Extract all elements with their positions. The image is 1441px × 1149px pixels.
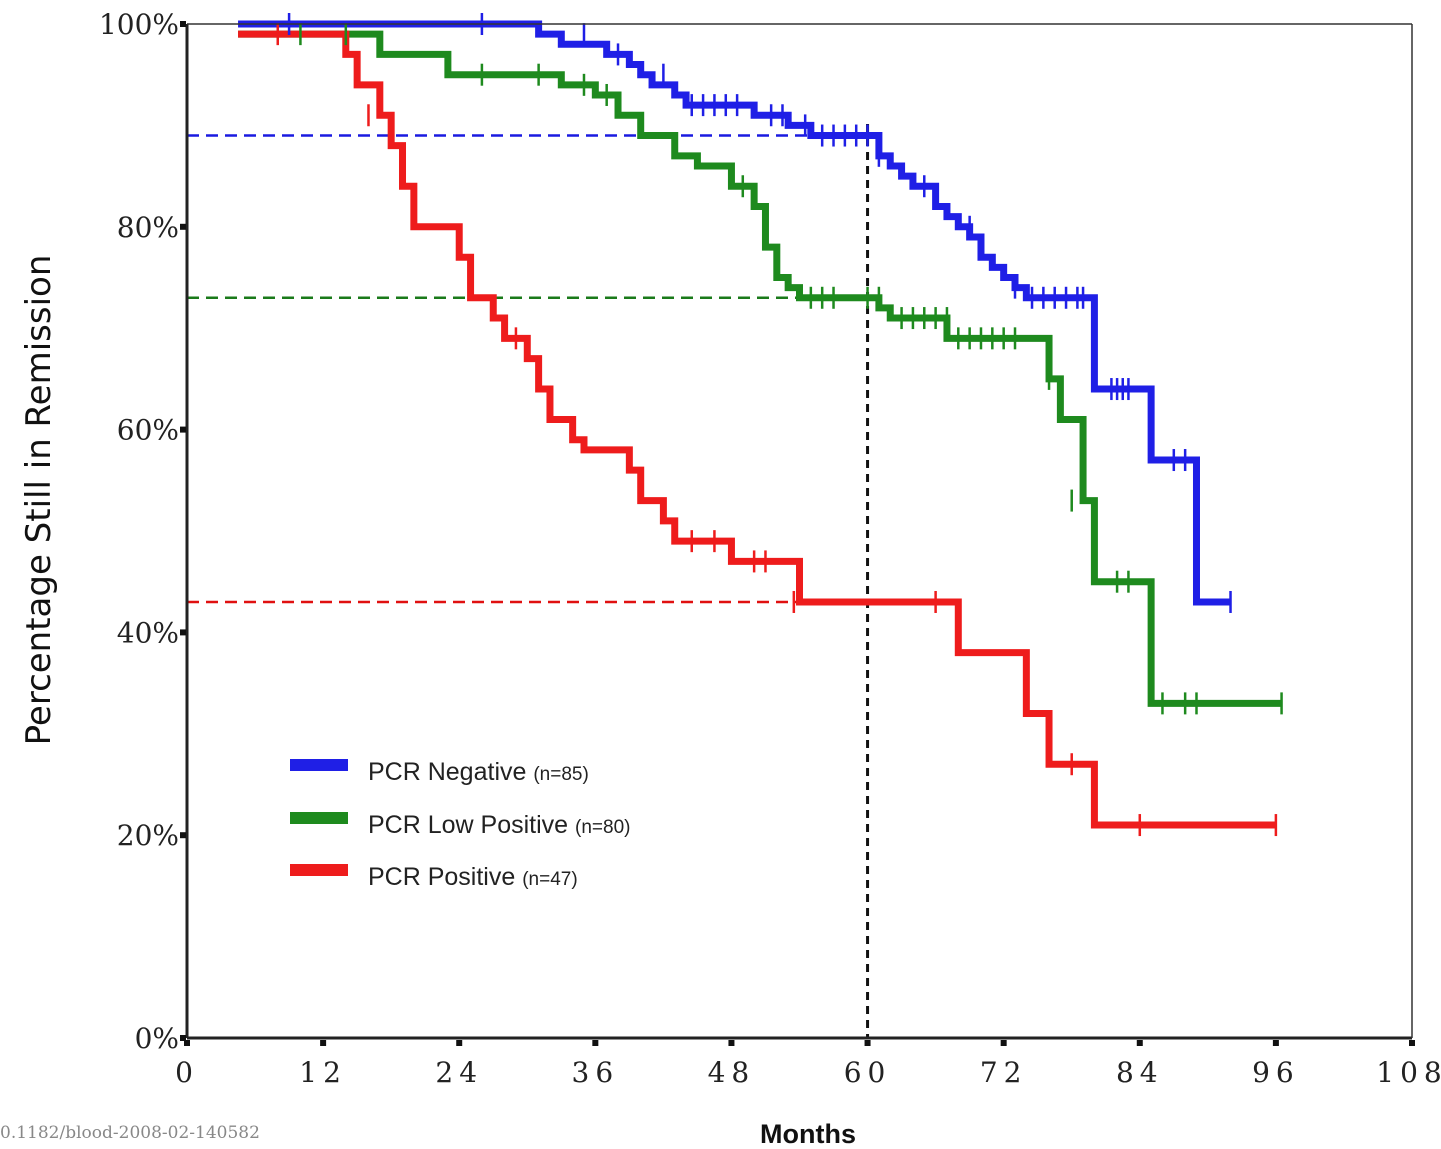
legend-label-2: PCR Positive (n=47) bbox=[368, 863, 578, 891]
x-tick-label: 0 bbox=[175, 1056, 199, 1089]
legend-swatch-0 bbox=[290, 759, 348, 771]
x-tick-label: 72 bbox=[980, 1056, 1028, 1089]
x-tick-label: 60 bbox=[844, 1056, 892, 1089]
x-tick-mark bbox=[728, 1040, 735, 1046]
legend-n-count-0: (n=85) bbox=[533, 764, 588, 785]
y-tick-label: 80% bbox=[117, 211, 179, 244]
x-tick-mark bbox=[1409, 1040, 1415, 1046]
y-tick-mark bbox=[180, 21, 186, 27]
y-tick-mark bbox=[180, 1035, 186, 1041]
legend-swatch-1 bbox=[290, 812, 348, 824]
y-tick-label: 100% bbox=[99, 8, 179, 41]
x-tick-label: 48 bbox=[708, 1056, 756, 1089]
x-tick-mark bbox=[184, 1040, 190, 1046]
x-tick-mark bbox=[1000, 1040, 1007, 1046]
y-tick-label: 40% bbox=[117, 616, 179, 649]
axes bbox=[185, 23, 1413, 1040]
y-tick-label: 60% bbox=[117, 414, 179, 447]
legend: PCR Negative (n=85) PCR Low Positive (n=8… bbox=[290, 758, 630, 891]
ticks: 0% 20% 40% 60% 80% 100% 0 12 24 36 48 60 72 84 96 108 bbox=[99, 8, 1441, 1089]
legend-n-count-2: (n=47) bbox=[522, 869, 577, 890]
x-tick-label: 96 bbox=[1252, 1056, 1300, 1089]
series-line-1 bbox=[238, 30, 1282, 707]
y-tick-label: 20% bbox=[117, 819, 179, 852]
x-tick-label: 36 bbox=[572, 1056, 620, 1089]
y-tick-label: 0% bbox=[135, 1022, 179, 1055]
reference-lines bbox=[187, 124, 870, 1038]
x-tick-label: 108 bbox=[1376, 1056, 1441, 1089]
doi-watermark: 0.1182/blood-2008-02-140582 bbox=[0, 1123, 260, 1143]
x-axis-title: Months bbox=[760, 1119, 856, 1149]
x-tick-label: 12 bbox=[299, 1056, 347, 1089]
series-line-2 bbox=[238, 30, 1276, 829]
x-tick-mark bbox=[592, 1040, 599, 1046]
legend-label-1: PCR Low Positive (n=80) bbox=[368, 811, 630, 839]
legend-label-0: PCR Negative (n=85) bbox=[368, 758, 589, 786]
x-tick-label: 24 bbox=[435, 1056, 483, 1089]
x-tick-mark bbox=[1136, 1040, 1143, 1046]
x-tick-mark bbox=[456, 1040, 463, 1046]
series-line-0 bbox=[238, 20, 1231, 606]
legend-swatch-2 bbox=[290, 864, 348, 876]
legend-n-count-1: (n=80) bbox=[575, 817, 630, 838]
y-tick-mark bbox=[180, 223, 186, 230]
survival-curves bbox=[238, 20, 1282, 829]
censor-marks bbox=[276, 13, 1283, 837]
x-tick-mark bbox=[1272, 1040, 1279, 1046]
x-tick-mark bbox=[320, 1040, 327, 1046]
y-tick-mark bbox=[180, 426, 186, 433]
x-tick-label: 84 bbox=[1116, 1056, 1164, 1089]
y-axis-title: Percentage Still in Remission bbox=[19, 255, 59, 746]
y-tick-mark bbox=[180, 629, 186, 636]
x-tick-mark bbox=[864, 1040, 871, 1046]
y-tick-mark bbox=[180, 832, 186, 839]
